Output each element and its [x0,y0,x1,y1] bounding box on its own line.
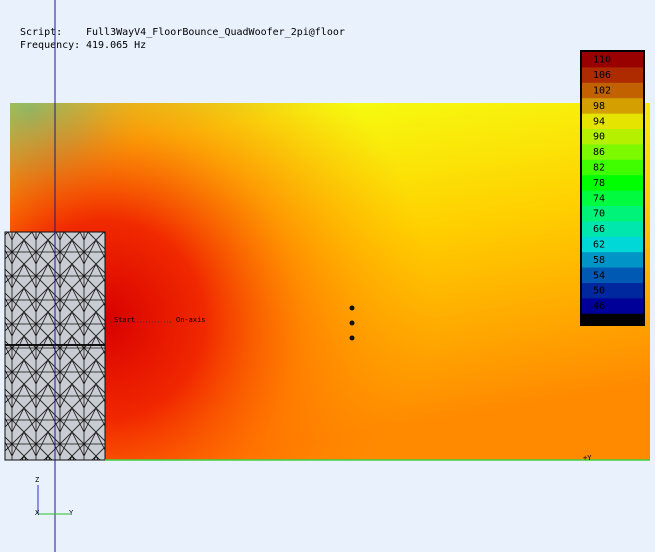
field-hot [10,103,650,460]
script-label: Script: [20,27,62,38]
colorbar-band [582,175,643,192]
colorbar-label: 94 [593,116,605,127]
colorbar-band [582,82,643,99]
colorbar-band [582,221,643,238]
colorbar-band [582,190,643,207]
point [349,335,355,341]
triad-y-label: Y [69,509,74,517]
colorbar-band [582,144,643,161]
colorbar-band [582,298,643,315]
colorbar-label: 98 [593,101,605,112]
colorbar-label: 62 [593,240,605,251]
triad-z-label: Z [35,476,39,484]
colorbar-band [582,113,643,130]
colorbar-band [582,267,643,284]
plus-y-label: +Y [583,454,592,462]
point [349,305,355,311]
colorbar-label: 102 [593,86,611,97]
colorbar-label: 82 [593,163,605,174]
colorbar-label: 90 [593,132,605,143]
colorbar-band [582,129,643,145]
colorbar-label: 110 [593,55,611,66]
colorbar-label: 50 [593,286,605,297]
colorbar-band [582,206,643,222]
colorbar-band [582,283,643,299]
colorbar-label: 86 [593,147,605,158]
colorbar-label: 66 [593,224,605,235]
colorbar-band [582,159,643,176]
colorbar-label: 78 [593,178,605,189]
triad: Z X Y [35,476,74,517]
colorbar: 110 106 102 98 94 90 86 82 78 74 70 66 62 58 54 50 46 [580,50,645,326]
colorbar-band [582,67,643,84]
colorbar-label: 58 [593,255,605,266]
colorbar-floor [582,313,643,324]
colorbar-band [582,252,643,269]
frequency: 419.065 Hz [86,40,146,51]
field [10,103,650,460]
triad-x-label: X [35,509,40,517]
colorbar-band [582,98,643,115]
colorbar-label: 54 [593,270,605,281]
colorbar-band [582,52,643,68]
start-label: Start [114,316,135,324]
colorbar-label: 74 [593,193,605,204]
script-name: Full3WayV4_FloorBounce_QuadWoofer_2pi@fl… [86,27,345,38]
colorbar-label: 46 [593,301,605,312]
colorbar-label: 70 [593,209,605,220]
colorbar-band [582,236,643,253]
on-axis-label: On-axis [176,316,206,324]
point [349,320,355,326]
colorbar-label: 106 [593,70,611,81]
frequency-label: Frequency: [20,40,80,51]
